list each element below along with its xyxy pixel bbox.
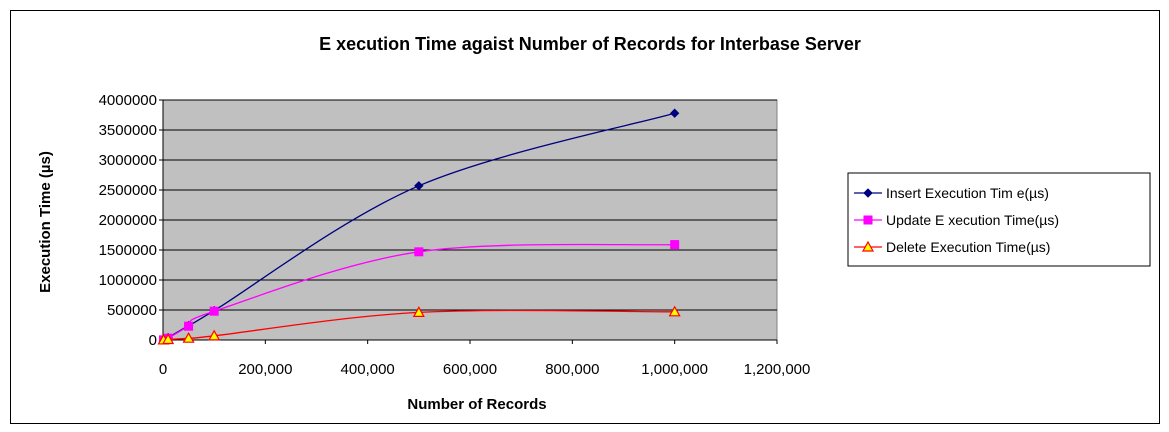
legend-box xyxy=(847,172,1151,267)
marker-square xyxy=(414,247,424,257)
y-tick-label: 500000 xyxy=(107,302,157,319)
y-tick-label: 2500000 xyxy=(99,182,157,199)
marker-square xyxy=(670,240,680,250)
chart-title: E xecution Time agaist Number of Records… xyxy=(319,34,861,54)
legend-label: Update E xecution Time(µs) xyxy=(886,212,1059,228)
marker-triangle xyxy=(861,240,875,252)
y-tick-label: 1000000 xyxy=(99,272,157,289)
y-tick-label: 3500000 xyxy=(99,122,157,139)
marker-diamond xyxy=(669,108,680,118)
marker-square xyxy=(863,215,873,225)
x-tick-label: 400,000 xyxy=(341,361,395,378)
y-tick-label: 3000000 xyxy=(99,152,157,169)
y-tick-label: 4000000 xyxy=(99,92,157,109)
legend-label: Insert Execution Tim e(µs) xyxy=(886,185,1049,201)
x-tick-label: 1,000,000 xyxy=(641,361,708,378)
marker-triangle xyxy=(182,331,195,343)
marker-square xyxy=(184,321,194,331)
x-tick-label: 200,000 xyxy=(238,361,292,378)
marker-triangle xyxy=(208,329,221,341)
marker-square xyxy=(209,306,219,316)
marker-diamond xyxy=(414,181,424,191)
x-tick-label: 800,000 xyxy=(545,361,599,378)
y-tick-label: 0 xyxy=(149,332,157,349)
marker-diamond xyxy=(863,188,873,198)
marker-triangle xyxy=(412,306,425,317)
x-axis-label: Number of Records xyxy=(407,396,546,413)
y-tick-label: 2000000 xyxy=(99,212,157,229)
marker-triangle xyxy=(162,333,175,345)
marker-triangle xyxy=(668,305,681,317)
y-tick-label: 1500000 xyxy=(99,242,157,259)
x-tick-label: 1,200,000 xyxy=(744,361,811,378)
y-axis-label: Execution Time (µs) xyxy=(37,151,54,293)
legend-label: Delete Execution Time(µs) xyxy=(886,239,1050,255)
x-tick-label: 0 xyxy=(159,361,167,378)
x-tick-label: 600,000 xyxy=(443,361,497,378)
